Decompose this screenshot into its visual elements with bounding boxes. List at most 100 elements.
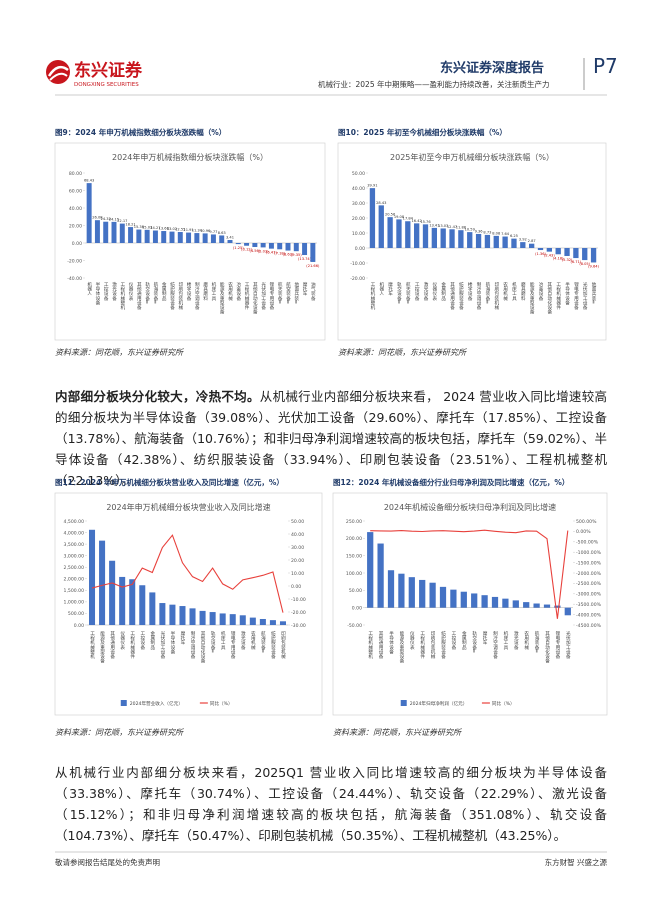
page-number: P7 bbox=[593, 54, 618, 78]
chart: 2024年申万机械细分板块营业收入及同比增速 0.00 500.00 1,000.00… bbox=[54, 492, 323, 716]
x-tick-label: 其他通用设备 bbox=[450, 282, 455, 311]
x-tick-label: 工程机械整机 bbox=[90, 631, 95, 660]
x-tick-label: 光伏加工设备 bbox=[160, 630, 165, 660]
x-tick-label: 制冷空调设备 bbox=[476, 281, 481, 311]
data-label: 7.64 bbox=[501, 232, 510, 236]
bar bbox=[520, 242, 526, 248]
bar bbox=[119, 576, 126, 625]
y-tick-label: 0.00 bbox=[352, 605, 362, 611]
data-label: (8.62) bbox=[283, 253, 294, 257]
chart-title: 2025年初至今申万机械细分板块涨跌幅（%） bbox=[390, 152, 554, 162]
x-tick-label: 磨具磨料 bbox=[203, 281, 208, 302]
x-tick-label: 能源及重型设备 bbox=[399, 630, 404, 665]
bar bbox=[467, 232, 473, 248]
logo: 东兴证券 DONGXING SECURITIES bbox=[46, 60, 143, 88]
bar bbox=[537, 248, 544, 251]
bar bbox=[554, 605, 561, 608]
x-tick-label: 冶金设备 bbox=[538, 281, 543, 302]
x-tick-label: 其他通用设备 bbox=[136, 282, 141, 311]
figure-caption: 图9：2024 年申万机械指数细分板块涨跌幅（%） bbox=[55, 128, 227, 137]
bar bbox=[414, 223, 420, 248]
legend-swatch bbox=[120, 700, 127, 706]
figure-source: 资料来源：同花顺，东兴证券研究所 bbox=[55, 728, 183, 737]
bar bbox=[460, 591, 467, 608]
paragraph-lead: 内部细分板块分化较大，冷热不均。 bbox=[55, 389, 260, 404]
bar bbox=[458, 230, 464, 248]
line bbox=[370, 529, 569, 619]
bar bbox=[111, 221, 117, 243]
bar bbox=[396, 219, 402, 248]
x-tick-label: 锂电专用设备 bbox=[573, 281, 578, 311]
y-tick-label: 500.00% bbox=[576, 519, 597, 525]
data-label: 8.73 bbox=[483, 230, 491, 234]
bar bbox=[169, 231, 175, 243]
x-tick-label: 半导体设备 bbox=[170, 630, 175, 655]
x-tick-label: 航海装备Ⅱ bbox=[260, 630, 265, 654]
figure-source: 资料来源：同花顺，东兴证券研究所 bbox=[55, 348, 183, 357]
y-tick-label: 40.00 bbox=[291, 532, 304, 538]
data-label: 28.43 bbox=[376, 201, 386, 205]
x-tick-label: 工程机械整机 bbox=[370, 282, 375, 311]
x-tick-label: 印刷包装机械 bbox=[178, 281, 183, 311]
bar bbox=[543, 604, 551, 608]
bar bbox=[387, 570, 395, 608]
y-tick-label: -30.00 bbox=[291, 623, 306, 629]
bar bbox=[219, 613, 226, 625]
y-tick-label: 30.00 bbox=[352, 201, 365, 207]
y-tick-label: 4,000.00 bbox=[64, 530, 85, 536]
y-tick-label: 50.00 bbox=[352, 171, 365, 177]
y-tick-label: 500.00 bbox=[68, 611, 84, 617]
data-label: 11.34 bbox=[192, 229, 203, 233]
data-label: 17.84 bbox=[403, 217, 414, 221]
data-label: 3.41 bbox=[226, 236, 234, 240]
chart-frame bbox=[54, 492, 323, 716]
x-tick-label: 工程机械器件 bbox=[420, 631, 425, 660]
data-label: 10.96 bbox=[200, 229, 211, 233]
bar bbox=[227, 240, 233, 243]
y-tick-label: -40.00 bbox=[67, 276, 82, 282]
bar bbox=[367, 532, 374, 608]
bar bbox=[293, 243, 299, 252]
x-tick-label: 半导体设备 bbox=[95, 281, 100, 306]
data-label: 26.08 bbox=[92, 216, 103, 220]
bar bbox=[239, 615, 246, 625]
x-tick-label: 航空装备Ⅱ bbox=[286, 281, 291, 305]
x-tick-label: 半导体设备 bbox=[565, 281, 570, 306]
y-tick-label: 40.00 bbox=[69, 206, 82, 212]
y-tick-label: -2000.00% bbox=[576, 571, 602, 577]
y-tick-label: 100.00 bbox=[346, 571, 362, 577]
y-tick-label: 1,500.00 bbox=[64, 588, 85, 594]
data-label: (8.05) bbox=[579, 262, 590, 266]
y-tick-label: 20.00 bbox=[291, 558, 304, 564]
x-tick-label: 金属制品 bbox=[461, 630, 466, 651]
y-tick-label: -20.00 bbox=[350, 276, 365, 282]
data-label: 2.87 bbox=[528, 239, 536, 243]
x-tick-label: 摩托车 bbox=[482, 630, 487, 646]
x-tick-label: 激光设备 bbox=[240, 630, 245, 651]
x-tick-label: 航天装备Ⅱ bbox=[277, 281, 282, 305]
legend-label: 同比（%） bbox=[210, 700, 233, 707]
data-label: 68.43 bbox=[84, 179, 94, 183]
x-tick-label: 纺织服装设备 bbox=[170, 281, 175, 311]
y-tick-label: 0.00 bbox=[355, 246, 365, 252]
bar bbox=[573, 248, 579, 259]
x-tick-label: 其他自动化设备 bbox=[547, 282, 552, 316]
bar bbox=[377, 543, 384, 608]
x-tick-label: 能源及重型设备 bbox=[529, 281, 534, 316]
x-tick-label: 其他通用设备 bbox=[378, 631, 383, 660]
x-tick-label: 农用机械 bbox=[503, 281, 508, 302]
bar bbox=[119, 223, 125, 243]
x-tick-label: 摩托车 bbox=[388, 281, 393, 297]
bar bbox=[129, 579, 136, 625]
y-tick-label: 4,500.00 bbox=[64, 519, 85, 525]
x-tick-label: 激光设备 bbox=[423, 281, 428, 302]
x-tick-label: 轨交设备Ⅱ bbox=[210, 630, 215, 654]
bar bbox=[555, 248, 561, 255]
data-label: (4.56) bbox=[249, 249, 260, 253]
chart-frame bbox=[332, 492, 608, 716]
bar bbox=[229, 614, 236, 625]
x-tick-label: 冶金设备 bbox=[236, 281, 241, 302]
x-tick-label: 金属制品 bbox=[161, 281, 166, 302]
chart-title: 2024年机械设备细分板块归母净利润及同比增速 bbox=[384, 502, 556, 512]
data-label: 39.91 bbox=[367, 184, 377, 188]
